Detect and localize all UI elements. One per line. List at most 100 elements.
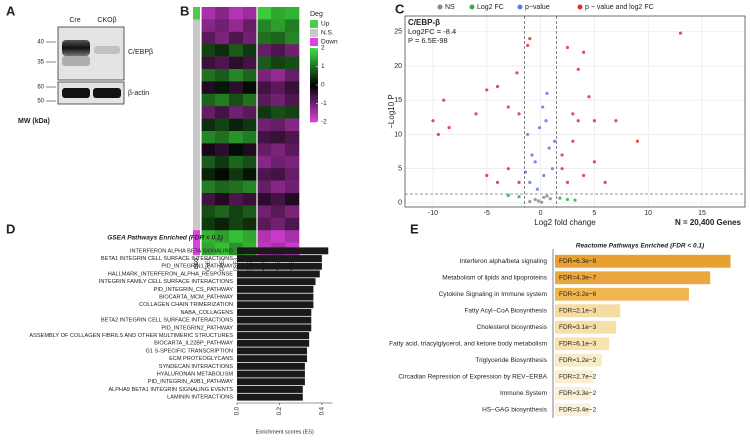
- point: [542, 173, 546, 178]
- colorbar-step: [310, 110, 318, 114]
- heat-cell: [215, 217, 230, 231]
- chart-title: C/EBP-β: [408, 18, 440, 27]
- bar: [237, 293, 314, 301]
- heat-cell: [257, 205, 272, 219]
- point: [544, 119, 548, 123]
- heat-cell: [271, 155, 286, 169]
- heat-cell: [271, 118, 286, 132]
- colorbar-step: [310, 53, 318, 56]
- bar: [555, 370, 594, 384]
- x-tick-label: 5: [592, 210, 596, 217]
- value-label: FDR=4.3e−7: [559, 274, 597, 281]
- column-label: CRE1: [205, 258, 211, 272]
- value-label: FDR=1.2e−2: [559, 357, 597, 364]
- heat-cell: [215, 143, 230, 157]
- point: [548, 197, 552, 201]
- heat-cell: [243, 180, 258, 194]
- heat-cell: [229, 56, 244, 70]
- legend-swatch: [310, 29, 318, 37]
- heat-cell: [243, 193, 258, 206]
- point: [442, 98, 446, 102]
- heat-cell: [271, 44, 286, 57]
- legend-label: Down: [321, 39, 338, 46]
- bar: [237, 393, 303, 401]
- blot-band: [93, 88, 121, 98]
- heat-cell: [201, 131, 216, 144]
- bar: [237, 370, 305, 378]
- point: [576, 67, 580, 71]
- colorbar-step: [310, 79, 318, 82]
- legend-title: Deg: [310, 11, 323, 18]
- heat-cell: [229, 7, 244, 20]
- category-label: Triglyceride Biosynthesis: [475, 357, 547, 364]
- heat-cell: [201, 31, 216, 45]
- colorbar-step: [310, 59, 318, 62]
- x-tick-label: 0.2: [277, 406, 283, 415]
- heat-cell: [243, 217, 258, 231]
- point: [537, 125, 542, 130]
- deg-axis-label: DEG: [194, 258, 200, 269]
- bar: [555, 304, 621, 318]
- y-tick-label: 5: [398, 166, 402, 173]
- colorbar-step: [310, 73, 318, 77]
- category-label: ECM PROTEOGLYCANS: [169, 356, 233, 362]
- heat-cell: [285, 93, 300, 107]
- blot-band: [94, 46, 120, 54]
- deg-cell: [193, 44, 200, 57]
- mw-marker: 35: [37, 60, 44, 66]
- heat-cell: [257, 56, 272, 70]
- bar: [237, 285, 314, 293]
- heat-cell: [243, 19, 258, 33]
- point: [587, 95, 591, 99]
- lane-label: Cre: [69, 17, 80, 24]
- heat-cell: [201, 205, 216, 219]
- legend-label: Up: [321, 21, 330, 28]
- point: [603, 180, 607, 184]
- heat-cell: [243, 81, 258, 95]
- point: [635, 139, 640, 143]
- category-label: INTERFERON ALPHA BETA SIGNALING: [130, 248, 233, 254]
- heat-cell: [257, 230, 272, 243]
- category-label: G1 S-SPECIFIC TRANSCRIPTION: [145, 348, 233, 354]
- colorbar-step: [310, 103, 318, 106]
- point: [436, 132, 440, 137]
- colorbar-step: [310, 68, 318, 71]
- heat-cell: [243, 69, 258, 82]
- bar: [237, 270, 320, 278]
- heat-cell: [243, 31, 258, 45]
- colorbar-step: [310, 85, 318, 88]
- point: [614, 119, 618, 123]
- colorbar-step: [310, 101, 318, 104]
- heat-cell: [285, 230, 300, 243]
- heat-cell: [201, 118, 216, 132]
- colorbar-step: [310, 94, 318, 97]
- panel-label: D: [6, 221, 15, 236]
- heat-cell: [229, 193, 244, 206]
- x-tick-label: 0: [539, 210, 543, 217]
- y-axis-label: −Log10 P: [387, 94, 396, 128]
- heat-cell: [201, 230, 216, 243]
- bar: [237, 316, 312, 324]
- category-label: PID_INTEGRIN2_PATHWAY: [161, 325, 233, 331]
- category-label: BETA2 INTEGRIN CELL SURFACE INTERACTIONS: [101, 318, 233, 324]
- heat-cell: [201, 180, 216, 194]
- y-tick-label: 20: [394, 63, 402, 70]
- colorbar-step: [310, 92, 318, 95]
- heat-cell: [201, 81, 216, 95]
- deg-cell: [193, 69, 200, 82]
- annotation: P = 6.5E-98: [408, 36, 448, 45]
- panel-label: C: [395, 1, 405, 16]
- point: [571, 112, 575, 116]
- category-label: Circadian Repression of Expression by RE…: [398, 373, 547, 380]
- heat-cell: [243, 56, 258, 70]
- heat-cell: [257, 118, 272, 132]
- heat-cell: [215, 168, 230, 181]
- colorbar-label: 2: [321, 45, 325, 52]
- blot-band: [62, 56, 90, 66]
- deg-cell: [193, 31, 200, 45]
- point: [528, 180, 532, 184]
- point: [592, 119, 596, 123]
- heat-cell: [201, 155, 216, 169]
- legend-label: Log2 FC: [477, 4, 504, 11]
- y-tick-label: 10: [394, 131, 402, 138]
